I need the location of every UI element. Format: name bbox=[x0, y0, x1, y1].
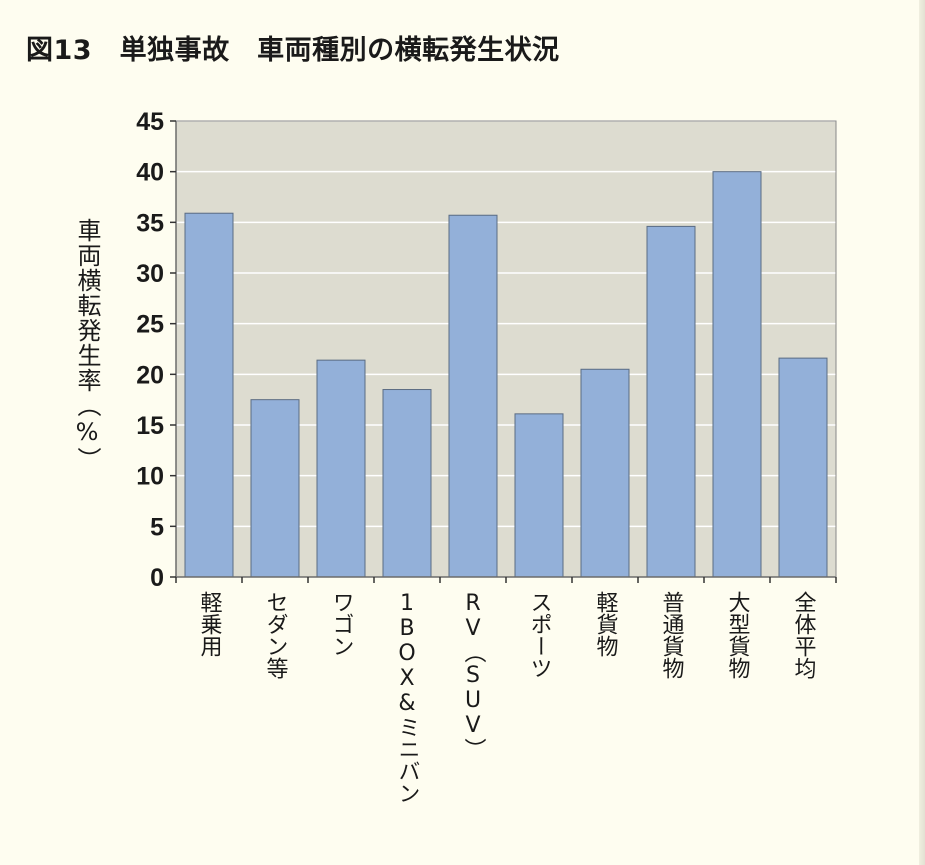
y-tick-label-35: 35 bbox=[136, 209, 164, 237]
chart-title: 図13 単独事故 車両種別の横転発生状況 bbox=[26, 35, 560, 66]
y-tick-label-30: 30 bbox=[136, 260, 164, 288]
bar-8 bbox=[646, 225, 696, 578]
x-category-label-1: 軽乗用 bbox=[197, 591, 223, 657]
y-tick-label-40: 40 bbox=[136, 159, 164, 187]
bar-5 bbox=[448, 214, 498, 578]
y-tick-label-5: 5 bbox=[150, 513, 164, 541]
x-category-label-9: 大型貨物 bbox=[725, 591, 751, 679]
bar-9 bbox=[712, 171, 762, 578]
bar-7 bbox=[580, 368, 630, 578]
x-category-label-7: 軽貨物 bbox=[593, 591, 619, 657]
y-tick-label-20: 20 bbox=[136, 361, 164, 389]
x-category-label-6: スポーツ bbox=[527, 591, 552, 679]
x-category-label-3: ワゴン bbox=[329, 591, 354, 657]
bar-10 bbox=[778, 357, 828, 578]
y-tick-label-45: 45 bbox=[136, 108, 164, 136]
y-tick-label-0: 0 bbox=[150, 564, 164, 592]
y-tick-label-25: 25 bbox=[136, 311, 164, 339]
x-category-label-4: 1BOX&ミニバン bbox=[395, 591, 420, 804]
y-tick-label-15: 15 bbox=[136, 412, 164, 440]
x-category-label-5: RV（SUV） bbox=[461, 591, 487, 760]
y-tick-label-10: 10 bbox=[136, 463, 164, 491]
bar-3 bbox=[316, 359, 366, 578]
x-category-label-8: 普通貨物 bbox=[659, 591, 685, 679]
bar-6 bbox=[514, 413, 564, 578]
y-axis-label: 車両横転発生率（%） bbox=[73, 218, 101, 472]
x-category-label-2: セダン等 bbox=[263, 591, 289, 679]
bar-4 bbox=[382, 389, 432, 578]
bar-2 bbox=[250, 399, 300, 578]
x-category-label-10: 全体平均 bbox=[791, 591, 817, 679]
page-edge-shadow bbox=[919, 0, 925, 865]
bar-1 bbox=[184, 212, 234, 578]
